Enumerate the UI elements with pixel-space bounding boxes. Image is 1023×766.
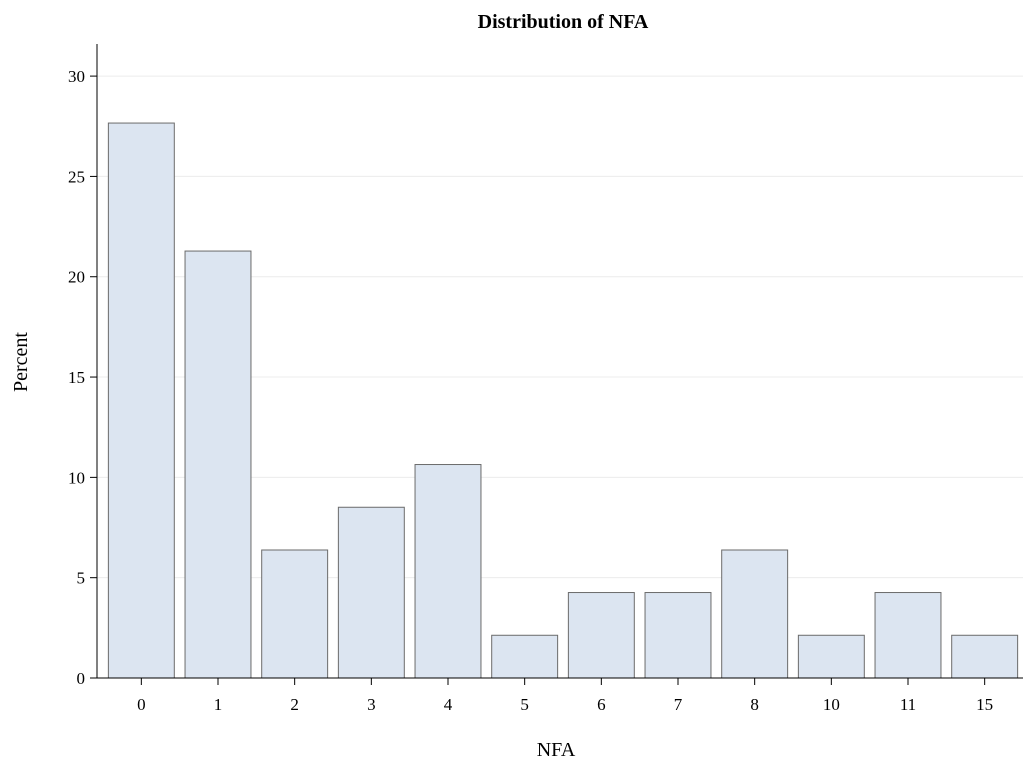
x-axis-label: NFA bbox=[537, 739, 576, 761]
bar-1 bbox=[184, 250, 252, 679]
bars bbox=[107, 122, 1019, 679]
x-tick-label: 4 bbox=[444, 695, 453, 714]
bar-6 bbox=[567, 592, 635, 679]
y-tick-label: 5 bbox=[77, 569, 86, 588]
y-tick-label: 30 bbox=[68, 67, 85, 86]
bar-2 bbox=[261, 549, 329, 679]
x-tick-label: 1 bbox=[214, 695, 223, 714]
x-tick-label: 10 bbox=[823, 695, 840, 714]
bar-0 bbox=[107, 122, 175, 679]
bar-4 bbox=[414, 464, 482, 679]
y-tick-label: 15 bbox=[68, 368, 85, 387]
y-axis-ticks: 0 5 10 15 20 25 30 bbox=[68, 67, 97, 688]
y-tick-label: 0 bbox=[77, 669, 86, 688]
x-tick-label: 5 bbox=[520, 695, 529, 714]
bar-3 bbox=[337, 506, 405, 679]
bar-10 bbox=[797, 634, 865, 679]
x-tick-label: 2 bbox=[290, 695, 299, 714]
y-tick-label: 10 bbox=[68, 468, 85, 487]
bar-11 bbox=[874, 592, 942, 679]
axes bbox=[96, 44, 1023, 679]
x-axis-ticks: 0 1 2 3 4 5 6 7 8 10 11 15 bbox=[137, 678, 993, 714]
x-tick-label: 8 bbox=[750, 695, 759, 714]
bar-5 bbox=[491, 634, 559, 679]
x-tick-label: 15 bbox=[976, 695, 993, 714]
x-tick-label: 0 bbox=[137, 695, 146, 714]
y-tick-label: 25 bbox=[68, 167, 85, 186]
x-tick-label: 6 bbox=[597, 695, 606, 714]
bar-7 bbox=[644, 592, 712, 679]
y-tick-label: 20 bbox=[68, 268, 85, 287]
y-axis-label: Percent bbox=[10, 332, 32, 392]
x-tick-label: 3 bbox=[367, 695, 376, 714]
chart-title: Distribution of NFA bbox=[478, 11, 649, 33]
bar-8 bbox=[721, 549, 789, 679]
x-tick-label: 11 bbox=[900, 695, 916, 714]
x-tick-label: 7 bbox=[674, 695, 683, 714]
bar-15 bbox=[951, 634, 1019, 679]
